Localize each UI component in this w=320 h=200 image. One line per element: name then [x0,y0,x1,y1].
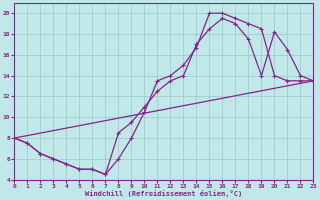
X-axis label: Windchill (Refroidissement éolien,°C): Windchill (Refroidissement éolien,°C) [85,190,243,197]
